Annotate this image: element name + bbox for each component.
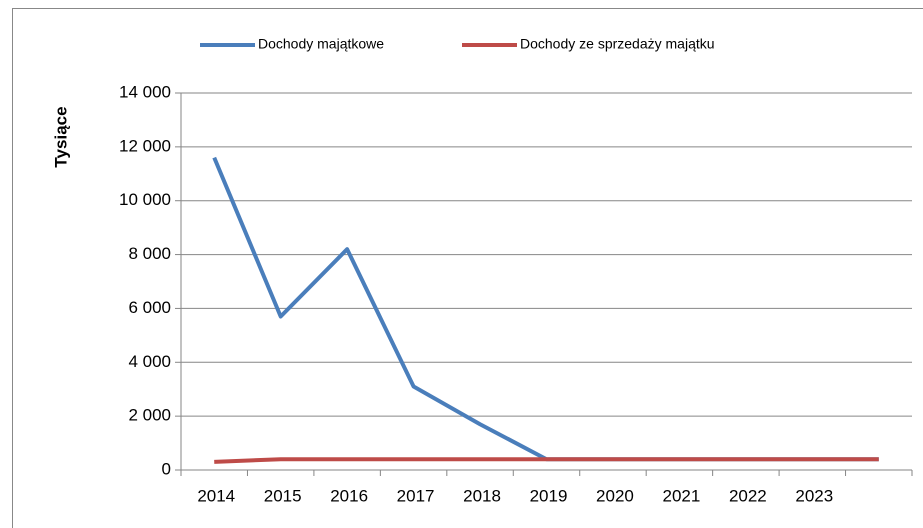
chart-border <box>12 8 923 528</box>
x-tick-label: 2016 <box>330 486 368 505</box>
x-tick-label: 2014 <box>197 486 235 505</box>
y-tick-label: 14 000 <box>119 82 171 101</box>
x-tick-label: 2020 <box>596 486 634 505</box>
y-tick-label: 8 000 <box>128 244 171 263</box>
y-tick-label: 10 000 <box>119 190 171 209</box>
legend-label: Dochody ze sprzedaży majątku <box>520 36 715 52</box>
y-axis-title: Tysiące <box>51 106 70 167</box>
line-series <box>214 457 879 464</box>
y-tick-label: 4 000 <box>128 352 171 371</box>
y-tick-label: 6 000 <box>128 298 171 317</box>
x-tick-label: 2022 <box>729 486 767 505</box>
legend-label: Dochody majątkowe <box>258 36 384 52</box>
x-tick-label: 2023 <box>795 486 833 505</box>
y-tick-label: 12 000 <box>119 136 171 155</box>
y-tick-label: 2 000 <box>128 406 171 425</box>
x-tick-label: 2017 <box>397 486 435 505</box>
x-tick-label: 2015 <box>264 486 302 505</box>
x-tick-label: 2018 <box>463 486 501 505</box>
x-tick-label: 2019 <box>530 486 568 505</box>
y-tick-label: 0 <box>162 459 171 478</box>
x-tick-label: 2021 <box>662 486 700 505</box>
